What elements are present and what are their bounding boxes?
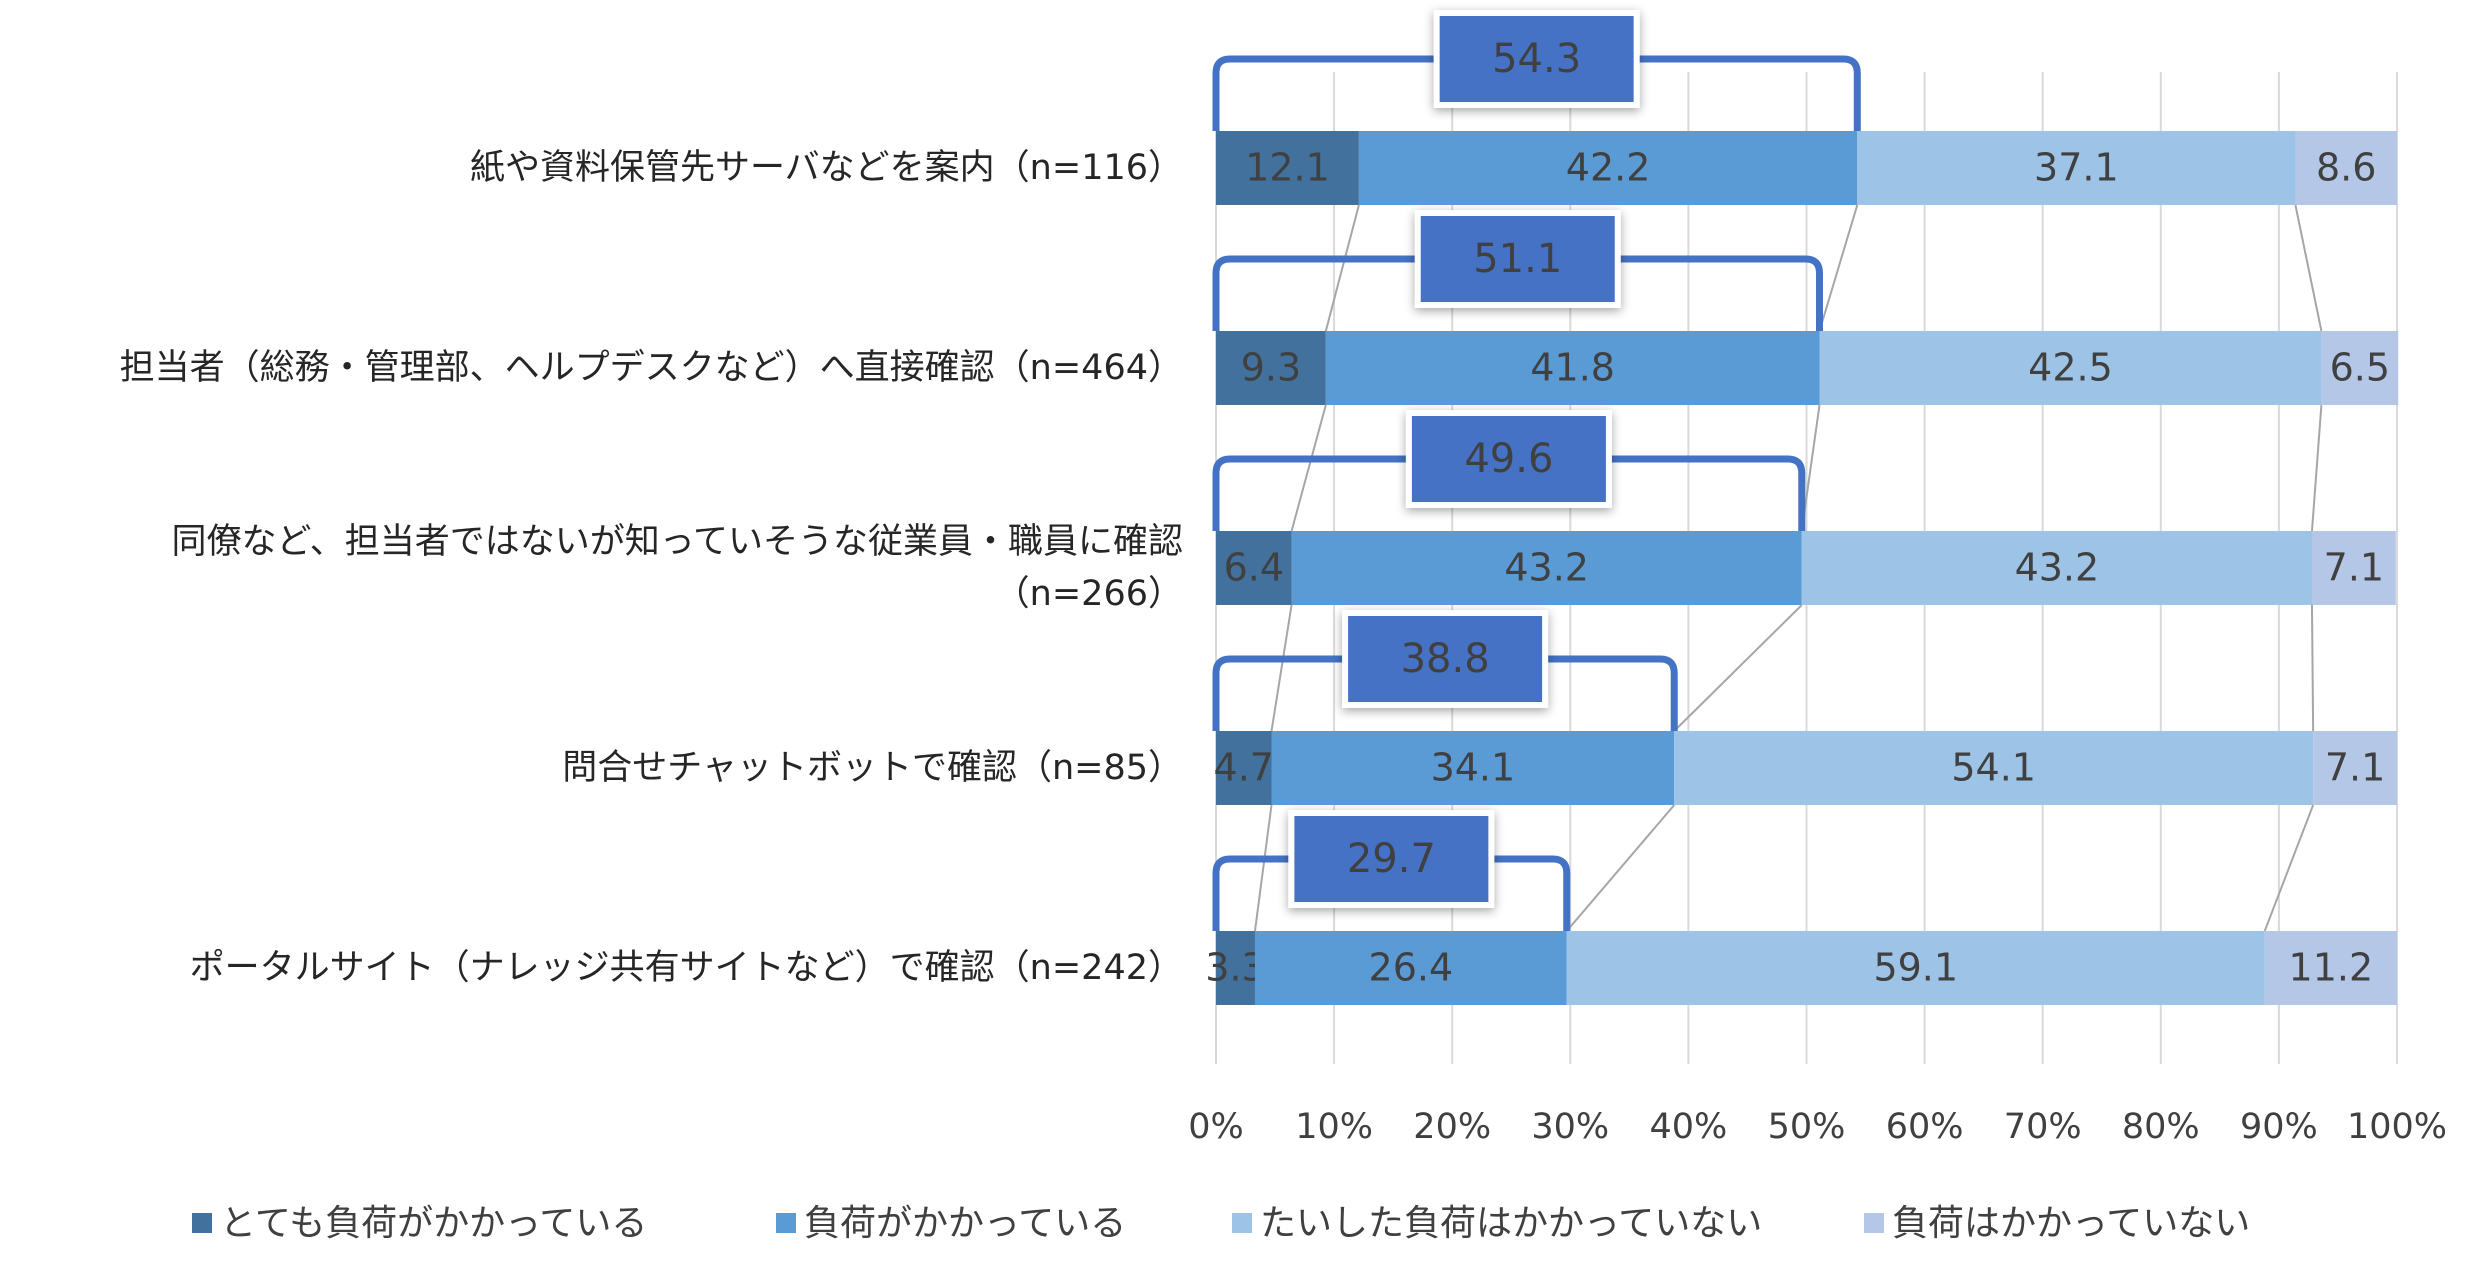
x-tick-label: 90% bbox=[2240, 1107, 2318, 1147]
bracket-label-box bbox=[1342, 610, 1549, 708]
value-label: 7.1 bbox=[2324, 546, 2384, 590]
legend-label: 負荷がかかっている bbox=[804, 1203, 1126, 1244]
x-tick-label: 70% bbox=[2004, 1107, 2082, 1147]
category-label: 同僚など、担当者ではないが知っていそうな従業員・職員に確認（n=266） bbox=[171, 522, 1183, 614]
series-line bbox=[1290, 404, 1327, 532]
value-label: 6.5 bbox=[2330, 346, 2390, 390]
value-label: 42.2 bbox=[1566, 146, 1651, 190]
bar-segment bbox=[2311, 531, 2396, 605]
bar-segment bbox=[1291, 531, 1802, 605]
bracket-label: 49.6 bbox=[1464, 436, 1553, 482]
bar-segment bbox=[1271, 731, 1675, 805]
x-tick-label: 10% bbox=[1295, 1107, 1373, 1147]
bracket-label-box bbox=[1288, 810, 1495, 908]
series-line bbox=[2310, 604, 2315, 732]
bar-segment bbox=[2321, 331, 2399, 405]
legend-swatch bbox=[1864, 1213, 1884, 1233]
x-tick-label: 30% bbox=[1531, 1107, 1609, 1147]
legend-label: たいした負荷はかかっていない bbox=[1260, 1203, 1762, 1244]
legend-swatch bbox=[192, 1213, 212, 1233]
value-label: 11.2 bbox=[2289, 946, 2374, 990]
category-label: ポータルサイト（ナレッジ共有サイトなど）で確認（n=242） bbox=[189, 948, 1183, 988]
series-line bbox=[1565, 804, 1675, 932]
value-label: 34.1 bbox=[1431, 746, 1516, 790]
category-label: 担当者（総務・管理部、ヘルプデスクなど）へ直接確認（n=464） bbox=[119, 348, 1183, 388]
bar-segment bbox=[1801, 531, 2312, 605]
bar-segment bbox=[1216, 731, 1272, 805]
series-line bbox=[1253, 804, 1273, 932]
bracket-label: 29.7 bbox=[1347, 836, 1436, 882]
category-label: 問合せチャットボットで確認（n=85） bbox=[562, 748, 1183, 788]
series-line bbox=[2294, 204, 2323, 332]
bracket-label-box bbox=[1414, 210, 1621, 308]
value-label: 26.4 bbox=[1369, 946, 1454, 990]
bracket-label-box bbox=[1433, 10, 1640, 108]
series-line bbox=[2310, 404, 2323, 532]
x-tick-label: 50% bbox=[1768, 1107, 1846, 1147]
bracket-label: 38.8 bbox=[1401, 636, 1490, 682]
x-tick-label: 100% bbox=[2347, 1107, 2447, 1147]
series-line bbox=[1324, 204, 1360, 332]
value-label: 43.2 bbox=[1504, 546, 1589, 590]
value-label: 59.1 bbox=[1873, 946, 1958, 990]
x-tick-label: 0% bbox=[1188, 1107, 1244, 1147]
bracket-label: 51.1 bbox=[1473, 236, 1562, 282]
value-label: 7.1 bbox=[2325, 746, 2385, 790]
bar-segment bbox=[2295, 131, 2397, 205]
value-label: 43.2 bbox=[2015, 546, 2100, 590]
bracket-label-box bbox=[1405, 410, 1612, 508]
value-label: 42.5 bbox=[2028, 346, 2113, 390]
bar-segment bbox=[1216, 531, 1292, 605]
bar-segment bbox=[2313, 731, 2397, 805]
bar-segment bbox=[1566, 931, 2265, 1005]
value-label: 8.6 bbox=[2316, 146, 2376, 190]
legend-label: とても負荷がかかっている bbox=[220, 1203, 647, 1244]
value-label: 54.1 bbox=[1951, 746, 2036, 790]
value-label: 41.8 bbox=[1530, 346, 1615, 390]
x-tick-label: 60% bbox=[1886, 1107, 1964, 1147]
bar-segment bbox=[1216, 131, 1359, 205]
x-tick-label: 20% bbox=[1413, 1107, 1491, 1147]
value-label: 9.3 bbox=[1241, 346, 1301, 390]
legend-swatch bbox=[776, 1213, 796, 1233]
bar-segment bbox=[2264, 931, 2397, 1005]
x-tick-label: 40% bbox=[1650, 1107, 1728, 1147]
bar-segment bbox=[1254, 931, 1567, 1005]
series-line bbox=[1270, 604, 1293, 732]
value-label: 6.4 bbox=[1224, 546, 1284, 590]
series-line bbox=[1818, 204, 1859, 332]
legend-label: 負荷はかかっていない bbox=[1892, 1203, 2250, 1244]
value-label: 37.1 bbox=[2034, 146, 2119, 190]
series-line bbox=[2263, 804, 2315, 932]
value-label: 12.1 bbox=[1245, 146, 1330, 190]
category-label: 紙や資料保管先サーバなどを案内（n=116） bbox=[470, 148, 1183, 188]
legend-swatch bbox=[1232, 1213, 1252, 1233]
bracket-label: 54.3 bbox=[1492, 36, 1581, 82]
bar-segment bbox=[1325, 331, 1820, 405]
bar-segment bbox=[1216, 331, 1326, 405]
value-label: 4.7 bbox=[1214, 746, 1274, 790]
series-line bbox=[1673, 604, 1803, 732]
x-tick-label: 80% bbox=[2122, 1107, 2200, 1147]
bar-segment bbox=[1216, 931, 1255, 1005]
bar-segment bbox=[1819, 331, 2322, 405]
bar-segment bbox=[1674, 731, 2314, 805]
bar-segment bbox=[1857, 131, 2296, 205]
bar-segment bbox=[1358, 131, 1858, 205]
